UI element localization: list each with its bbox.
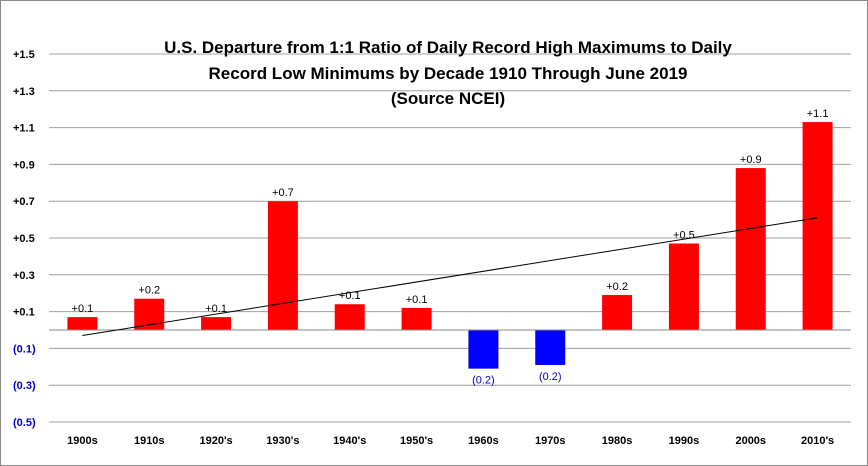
bar-2010s [802,122,833,330]
bar-1940s [334,304,365,330]
data-label: +0.1 [406,294,428,306]
data-label: +0.1 [339,290,361,302]
data-label: +0.7 [272,187,294,199]
x-tick-label: 2010's [801,435,834,447]
y-tick-label: +0.9 [13,159,35,171]
y-tick-label: +1.3 [13,86,35,98]
bar-1900s [67,317,98,330]
y-tick-label: +0.1 [13,307,35,319]
x-tick-label: 1930's [266,435,299,447]
bar-1980s [602,295,633,330]
chart-title-line-1: U.S. Departure from 1:1 Ratio of Daily R… [164,38,732,57]
bar-1960s [468,330,499,369]
data-label: +1.1 [807,108,829,120]
x-tick-label: 1910s [134,435,165,447]
trendline-group [82,217,818,337]
chart-title-line-3: (Source NCEI) [391,89,505,108]
data-label: +0.1 [205,303,227,315]
x-tick-label: 1900s [67,435,98,447]
x-tick-label: 1990s [669,435,700,447]
x-tick-label: 1960s [468,435,499,447]
gridlines [49,53,851,423]
x-tick-label: 2000s [735,435,766,447]
bar-1990s [668,243,699,330]
data-label: (0.2) [472,375,495,387]
y-tick-label: +1.5 [13,49,35,61]
data-label: +0.9 [740,154,762,166]
y-tick-label: +0.5 [13,233,35,245]
y-tick-label: (0.5) [13,417,36,429]
y-tick-label: +1.1 [13,123,35,135]
bar-1920s [201,317,232,330]
x-tick-label: 1970s [535,435,566,447]
bar-1970s [535,330,566,365]
y-tick-label: +0.7 [13,196,35,208]
bar-1930s [267,201,298,330]
y-axis-ticks: +1.5 +1.3 +1.1 +0.9 +0.7 +0.5 +0.3 +0.1 (0.1) (0.… [13,49,36,429]
x-tick-label: 1940's [333,435,366,447]
data-label: +0.2 [138,285,160,297]
chart-title-line-2: Record Low Minimums by Decade 1910 Throu… [209,64,688,83]
x-tick-label: 1980s [602,435,633,447]
y-tick-label: +0.3 [13,270,35,282]
trendline [82,217,818,337]
bar-1950s [401,307,432,330]
data-label: +0.1 [72,303,94,315]
data-labels: +0.1 +0.2 +0.1 +0.7 +0.1 +0.1 (0.2) (0.2) +0.2 +0… [72,108,829,387]
y-tick-label: (0.3) [13,380,36,392]
data-label: +0.5 [673,230,695,242]
bars [67,122,833,369]
x-tick-label: 1950's [400,435,433,447]
data-label: +0.2 [606,281,628,293]
x-tick-label: 1920's [199,435,232,447]
bar-2000s [735,168,766,330]
y-tick-label: (0.1) [13,343,36,355]
x-axis-ticks: 1900s 1910s 1920's 1930's 1940's 1950's 1960s 1… [67,435,834,447]
data-label: (0.2) [539,371,562,383]
